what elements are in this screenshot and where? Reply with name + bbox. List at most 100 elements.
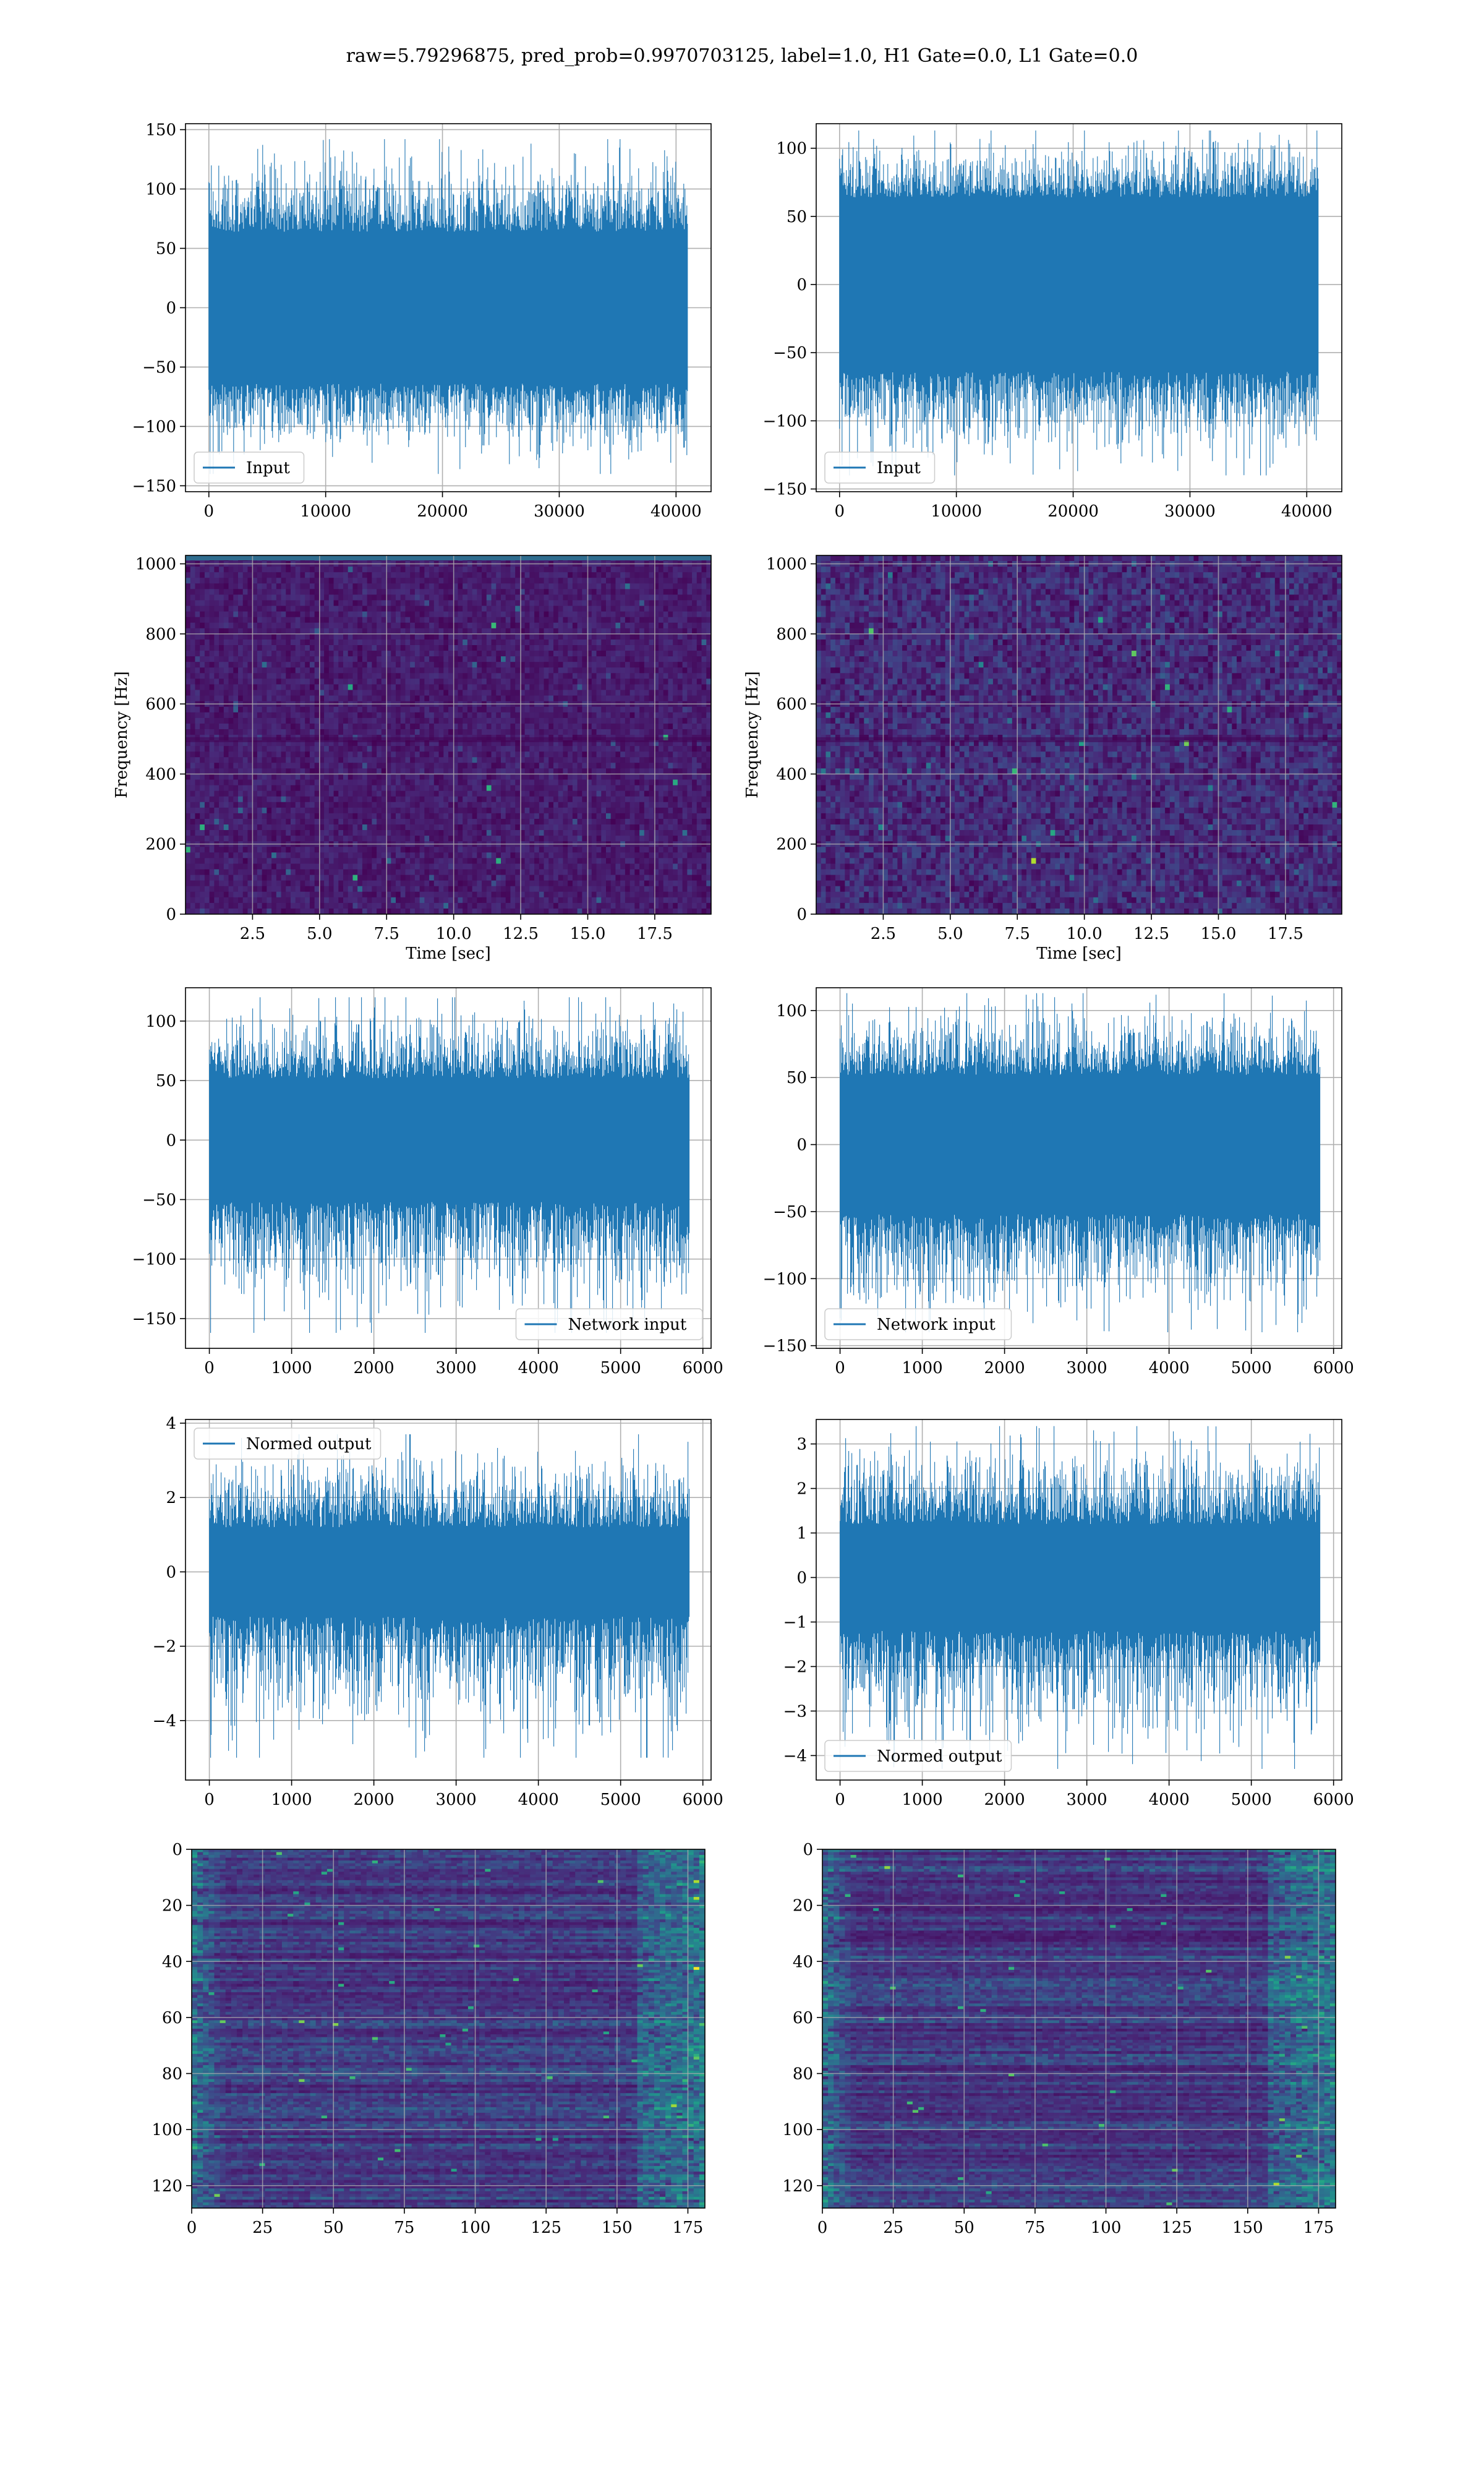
- spectrogram-cell: [553, 594, 559, 601]
- spectrogram-cell: [262, 572, 267, 578]
- spectrogram-cell: [505, 785, 511, 792]
- spectrogram-cell: [396, 723, 401, 730]
- spectrogram-cell: [463, 779, 468, 786]
- spectrogram-cell: [228, 600, 234, 607]
- spectrogram-cell: [367, 617, 372, 623]
- spectrogram-cell: [463, 600, 468, 607]
- spectrogram-cell: [634, 578, 640, 584]
- spectrogram-cell: [539, 729, 545, 735]
- spectrogram-cell: [247, 567, 253, 573]
- spectrogram-cell: [367, 662, 372, 668]
- spectrogram-cell: [625, 600, 631, 607]
- spectrogram-cell: [458, 594, 463, 601]
- spectrogram-cell: [577, 589, 582, 596]
- spectrogram-cell: [629, 567, 635, 573]
- spectrogram-cell: [682, 690, 688, 696]
- spectrogram-cell: [433, 723, 440, 730]
- spectrogram-cell: [477, 678, 482, 685]
- spectrogram-cell: [200, 740, 205, 747]
- spectrogram-cell: [606, 768, 612, 775]
- spectrogram-cell: [582, 768, 587, 775]
- spectrogram-cell: [276, 729, 282, 735]
- spectrogram-cell: [391, 667, 396, 674]
- spectrogram-cell: [539, 779, 545, 786]
- spectrogram-cell: [233, 763, 239, 769]
- spectrogram-cell: [381, 600, 387, 607]
- spectrogram-cell: [328, 567, 335, 573]
- spectrogram-cell: [247, 594, 253, 601]
- spectrogram-cell: [219, 572, 224, 578]
- spectrogram-cell: [309, 774, 315, 781]
- spectrogram-cell: [295, 796, 301, 803]
- spectrogram-cell: [200, 611, 205, 618]
- spectrogram-cell: [701, 678, 707, 685]
- spectrogram-cell: [615, 695, 621, 702]
- spectrogram-cell: [429, 774, 435, 781]
- spectrogram-cell: [438, 639, 444, 646]
- spectrogram-cell: [453, 651, 459, 657]
- spectrogram-cell: [352, 763, 358, 769]
- spectrogram-cell: [519, 796, 526, 803]
- spectrogram-cell: [267, 751, 272, 758]
- spectrogram-cell: [305, 740, 310, 747]
- spectrogram-cell: [654, 723, 659, 730]
- spectrogram-cell: [300, 678, 305, 685]
- spectrogram-cell: [682, 572, 688, 578]
- spectrogram-cell: [200, 768, 205, 775]
- spectrogram-cell: [620, 572, 626, 578]
- spectrogram-cell: [539, 656, 545, 662]
- spectrogram-cell: [558, 600, 564, 607]
- spectrogram-cell: [233, 746, 239, 752]
- spectrogram-cell: [682, 774, 688, 781]
- spectrogram-cell: [673, 712, 678, 719]
- spectrogram-cell: [505, 678, 511, 685]
- spectrogram-cell: [453, 723, 459, 730]
- spectrogram-cell: [654, 594, 659, 601]
- spectrogram-cell: [291, 790, 296, 797]
- spectrogram-cell: [519, 779, 526, 786]
- spectrogram-cell: [663, 600, 669, 607]
- spectrogram-cell: [596, 639, 602, 646]
- spectrogram-cell: [654, 729, 659, 735]
- spectrogram-cell: [414, 578, 420, 584]
- spectrogram-cell: [610, 617, 616, 623]
- spectrogram-cell: [453, 656, 459, 662]
- spectrogram-cell: [333, 600, 339, 607]
- spectrogram-cell: [204, 740, 210, 747]
- spectrogram-cell: [438, 572, 444, 578]
- spectrogram-cell: [271, 763, 277, 769]
- spectrogram-cell: [448, 628, 454, 635]
- spectrogram-cell: [186, 645, 191, 651]
- spectrogram-cell: [591, 667, 597, 674]
- spectrogram-cell: [634, 594, 640, 601]
- spectrogram-cell: [204, 779, 210, 786]
- spectrogram-cell: [386, 617, 391, 623]
- spectrogram-cell: [286, 622, 291, 629]
- spectrogram-cell: [529, 706, 535, 713]
- spectrogram-cell: [577, 633, 582, 640]
- spectrogram-cell: [649, 673, 654, 679]
- spectrogram-cell: [625, 567, 631, 573]
- spectrogram-cell: [381, 678, 387, 685]
- spectrogram-cell: [228, 763, 234, 769]
- spectrogram-cell: [291, 706, 296, 713]
- spectrogram-cell: [591, 740, 597, 747]
- spectrogram-cell: [458, 572, 463, 578]
- spectrogram-cell: [228, 768, 234, 775]
- spectrogram-cell: [577, 578, 582, 584]
- spectrogram-cell: [491, 639, 497, 646]
- spectrogram-cell: [477, 611, 482, 618]
- spectrogram-cell: [286, 763, 291, 769]
- spectrogram-cell: [644, 583, 650, 589]
- spectrogram-cell: [515, 578, 521, 584]
- spectrogram-cell: [625, 763, 631, 769]
- spectrogram-cell: [276, 717, 282, 724]
- spectrogram-cell: [305, 606, 310, 612]
- spectrogram-cell: [276, 656, 282, 662]
- spectrogram-cell: [419, 583, 425, 589]
- spectrogram-cell: [377, 678, 382, 685]
- spectrogram-cell: [558, 662, 564, 668]
- spectrogram-cell: [491, 779, 497, 786]
- spectrogram-cell: [443, 802, 449, 808]
- spectrogram-cell: [472, 751, 477, 758]
